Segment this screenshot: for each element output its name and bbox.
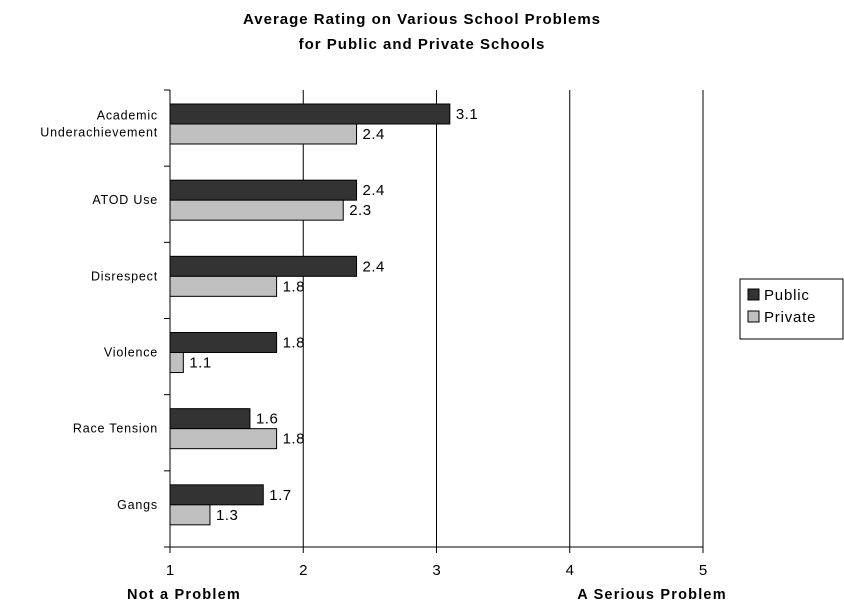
category-label-line: Underachievement (40, 126, 158, 140)
category-label-line: Violence (104, 346, 158, 360)
data-label-private-4: 1.8 (283, 431, 305, 448)
bar-private-1 (169, 199, 344, 221)
bar-private-4 (169, 428, 278, 450)
bar-public-4 (169, 408, 251, 430)
data-label-public-0: 3.1 (456, 106, 478, 123)
data-label-private-5: 1.3 (216, 507, 238, 524)
chart-title: Average Rating on Various School Problem… (243, 11, 601, 28)
bar-public-5 (169, 484, 264, 506)
category-label-3: Violence (104, 346, 158, 360)
bar-public-1 (169, 179, 358, 201)
legend-label-private: Private (764, 309, 816, 326)
legend: Public Private (739, 278, 844, 340)
bar-private-2 (169, 275, 278, 297)
data-label-public-2: 2.4 (363, 258, 385, 275)
category-label-line: ATOD Use (92, 193, 158, 207)
category-label-line: Gangs (117, 498, 158, 512)
bar-private-3 (169, 352, 184, 373)
bar-private-0 (169, 123, 358, 145)
bar-public-2 (169, 255, 358, 277)
category-label-line: Race Tension (73, 422, 158, 436)
category-label-line: Academic (97, 109, 158, 123)
x-tick-label-1: 1 (166, 562, 174, 579)
legend-label-public: Public (764, 287, 810, 304)
x-tick-label-5: 5 (699, 562, 707, 579)
bar-private-5 (169, 504, 211, 526)
data-label-private-2: 1.8 (283, 278, 305, 295)
category-label-2: Disrespect (91, 269, 158, 283)
bar-public-0 (169, 103, 451, 125)
x-tick-label-4: 4 (566, 562, 574, 579)
data-label-private-3: 1.1 (189, 355, 211, 372)
category-label-4: Race Tension (73, 422, 158, 436)
category-label-5: Gangs (117, 498, 158, 512)
data-label-public-3: 1.8 (283, 335, 305, 352)
legend-swatch-private (747, 310, 760, 323)
category-label-1: ATOD Use (92, 193, 158, 207)
category-label-line: Disrespect (91, 269, 158, 283)
x-tick-label-2: 2 (299, 562, 307, 579)
category-label-0: Academic Underachievement (40, 109, 158, 140)
chart-subtitle: for Public and Private Schools (299, 36, 546, 53)
x-anchor-high-label: A Serious Problem (577, 587, 727, 603)
data-label-public-4: 1.6 (256, 411, 278, 428)
x-tick-label-3: 3 (432, 562, 440, 579)
legend-swatch-public (747, 288, 760, 301)
plot-area: 1 2 3 4 5 3.1 2.4 Academic Underachievement 2.4 2.… (40, 89, 707, 579)
x-anchor-low-label: Not a Problem (127, 587, 241, 603)
data-label-private-0: 2.4 (363, 126, 385, 143)
data-label-public-5: 1.7 (269, 487, 291, 504)
bar-public-3 (169, 332, 278, 353)
data-label-private-1: 2.3 (349, 202, 371, 219)
data-label-public-1: 2.4 (363, 182, 385, 199)
